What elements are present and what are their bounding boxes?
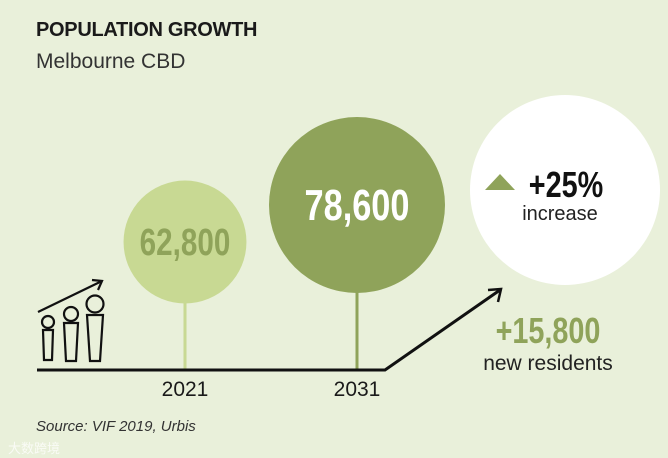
absolute-change-label: new residents: [483, 352, 613, 375]
absolute-change: +15,800: [496, 310, 601, 351]
watermark: 大数跨境: [8, 441, 61, 456]
bubble-2021: [123, 180, 247, 304]
source-note: Source: VIF 2019, Urbis: [36, 418, 196, 435]
change-circle: [470, 95, 660, 285]
percent-change-label: increase: [522, 203, 598, 225]
percent-change: +25%: [529, 164, 603, 205]
chart-title: POPULATION GROWTH: [36, 19, 258, 41]
trend-arrow-icon: [487, 287, 503, 303]
up-triangle-icon: [485, 174, 515, 190]
timeline-axis: [37, 288, 501, 372]
year-label: 2031: [334, 378, 381, 401]
bubble-2031: [269, 117, 445, 293]
bubble-value-label: 78,600: [305, 181, 410, 230]
people-growth-icon: [37, 278, 105, 363]
chart-subtitle: Melbourne CBD: [36, 50, 186, 73]
year-label: 2021: [162, 378, 209, 401]
bubble-value-label: 62,800: [140, 222, 231, 264]
